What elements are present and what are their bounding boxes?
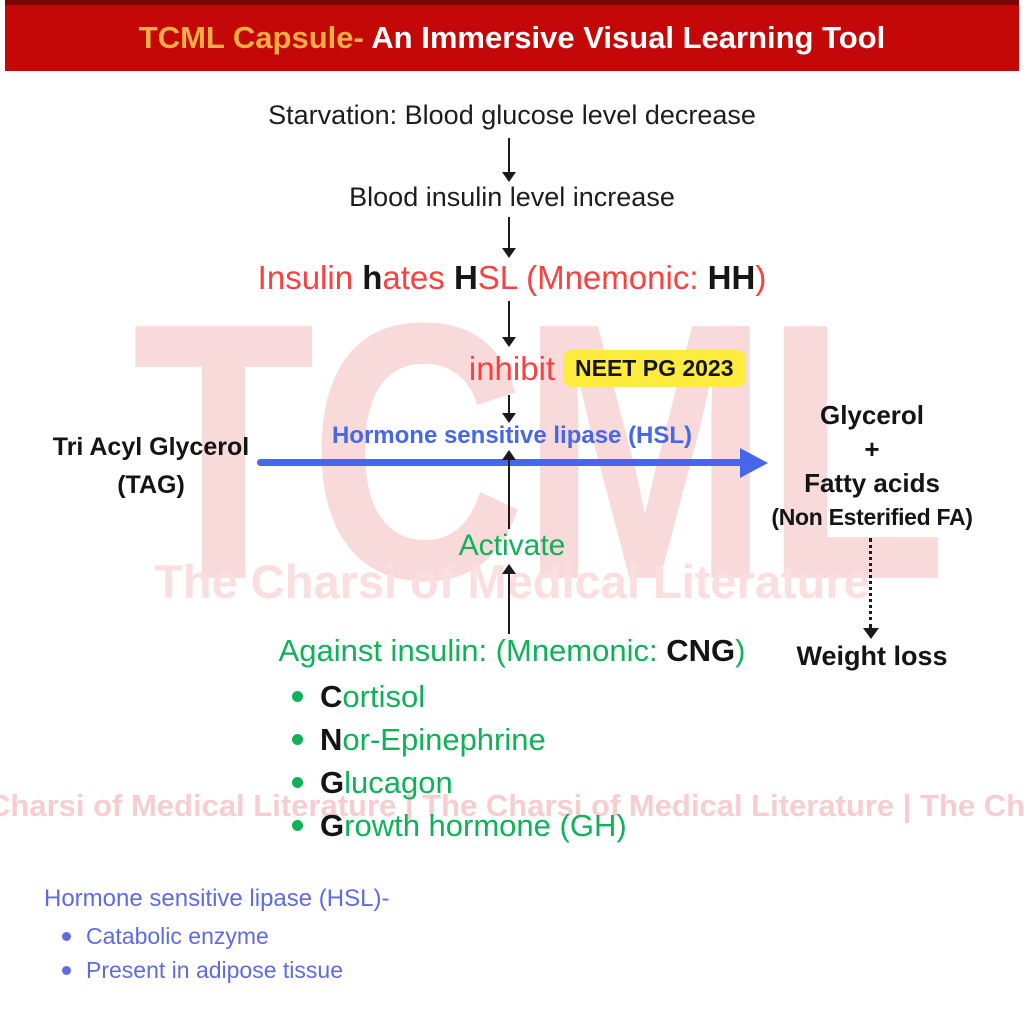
mnemonic-seg-red: Insulin [257,259,363,296]
arrow-down-3 [508,301,510,339]
list-item-nor-epinephrine: Nor-Epinephrine [292,718,627,761]
arrowhead-down-1 [502,172,516,182]
bullet-dot-icon [292,691,303,702]
footnote-bullet-text: Catabolic enzyme [86,922,269,949]
hormone-rest: lucagon [344,764,453,800]
list-item-adipose-tissue: Present in adipose tissue [62,953,343,987]
against-seg-green: ) [735,633,746,668]
footnote-list: Catabolic enzyme Present in adipose tiss… [62,919,343,987]
dotted-arrowhead [863,628,879,639]
footnote-bullet-text: Present in adipose tissue [86,956,343,983]
plus-sign: + [864,434,880,464]
arrowhead-up-2 [502,564,516,574]
arrow-down-1 [508,138,510,174]
mnemonic-seg-bold: HH [707,259,756,296]
against-insulin-line: Against insulin: (Mnemonic: CNG) [0,633,1024,669]
bullet-dot-icon [292,777,303,788]
hormone-rest: or-Epinephrine [342,721,546,757]
arrowhead-down-4 [502,413,516,423]
arrowhead-up-1 [502,450,516,460]
substrate-line2: (TAG) [117,471,185,499]
bullet-dot-icon [62,931,71,941]
mnemonic-seg-bold: H [453,259,478,296]
mnemonic-seg-red: SL (Mnemonic: [477,259,708,296]
arrowhead-down-3 [502,337,516,347]
list-item-glucagon: Glucagon [292,761,627,804]
product-fatty-acids: Fatty acids [804,468,940,498]
hormone-initial: G [320,807,345,843]
header-title: An Immersive Visual Learning Tool [363,20,886,55]
step-insulin-increase: Blood insulin level increase [349,182,675,212]
reaction-arrow-line [257,459,745,466]
inhibit-label: inhibit [468,350,556,387]
arrow-down-2 [508,217,510,250]
hormone-initial: N [320,721,343,757]
against-seg-green: Against insulin: (Mnemonic: [278,633,667,668]
weight-loss-label: Weight loss [796,641,948,671]
hormone-initial: G [320,764,345,800]
list-item-growth-hormone: Growth hormone (GH) [292,804,627,847]
brand-name: TCML Capsule- [138,20,364,55]
arrow-down-4 [508,395,510,415]
hormone-rest: rowth hormone (GH) [344,807,627,843]
mnemonic-seg-red: ) [755,259,767,296]
mnemonic-insulin-hates-hsl: Insulin hates HSL (Mnemonic: HH) [0,259,1024,297]
mnemonic-seg-bold: h [362,259,383,296]
hormone-initial: C [320,678,343,714]
hormone-list: Cortisol Nor-Epinephrine Glucagon Growth… [292,675,627,847]
substrate-tag: Tri Acyl Glycerol (TAG) [10,428,292,504]
reaction-arrowhead [740,448,768,478]
arrow-up-2 [508,573,510,634]
step-starvation: Starvation: Blood glucose level decrease [268,100,756,130]
dotted-arrow-line [869,538,872,628]
activate-label: Activate [458,529,566,562]
product-glycerol: Glycerol [819,400,925,430]
against-seg-bold: CNG [666,633,736,668]
products-block: Glycerol + Fatty acids (Non Esterified F… [757,398,987,534]
list-item-cortisol: Cortisol [292,675,627,718]
product-nefa: (Non Esterified FA) [771,504,973,530]
list-item-catabolic-enzyme: Catabolic enzyme [62,919,343,953]
bullet-dot-icon [292,820,303,831]
title-bar: TCML Capsule- An Immersive Visual Learni… [5,0,1019,71]
arrow-up-1 [508,459,510,529]
enzyme-label-hsl: Hormone sensitive lipase (HSL) [331,422,693,449]
neet-pg-badge: NEET PG 2023 [563,350,746,387]
bullet-dot-icon [292,734,303,745]
mnemonic-seg-red: ates [382,259,454,296]
arrowhead-down-2 [502,248,516,258]
bullet-dot-icon [62,965,71,975]
footnote-title: Hormone sensitive lipase (HSL)- [44,885,390,912]
substrate-line1: Tri Acyl Glycerol [52,433,250,461]
hormone-rest: ortisol [342,678,426,714]
